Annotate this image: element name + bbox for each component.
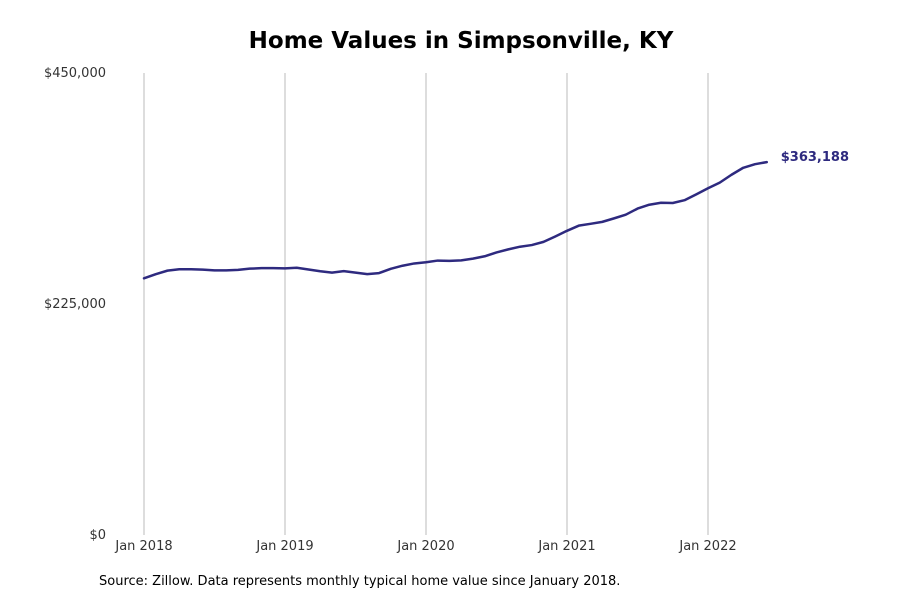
y-tick-label: $0 (89, 528, 106, 543)
series-line (142, 160, 768, 280)
chart-title: Home Values in Simpsonville, KY (248, 28, 674, 54)
series-layer: $363,188 (142, 150, 849, 280)
x-axis-ticks: Jan 2018 Jan 2019 Jan 2020 Jan 2021 Jan 2022 (114, 539, 736, 554)
end-value-label: $363,188 (781, 150, 849, 165)
y-tick-label: $225,000 (44, 297, 106, 312)
x-tick-label: Jan 2021 (537, 539, 595, 554)
source-note: Source: Zillow. Data represents monthly … (99, 574, 621, 589)
y-tick-label: $450,000 (44, 66, 106, 81)
x-tick-label: Jan 2020 (396, 539, 454, 554)
gridlines (143, 73, 709, 535)
x-tick-label: Jan 2022 (678, 539, 736, 554)
y-axis-ticks: $0 $225,000 $450,000 (44, 66, 106, 543)
x-tick-label: Jan 2018 (114, 539, 172, 554)
x-tick-label: Jan 2019 (255, 539, 313, 554)
